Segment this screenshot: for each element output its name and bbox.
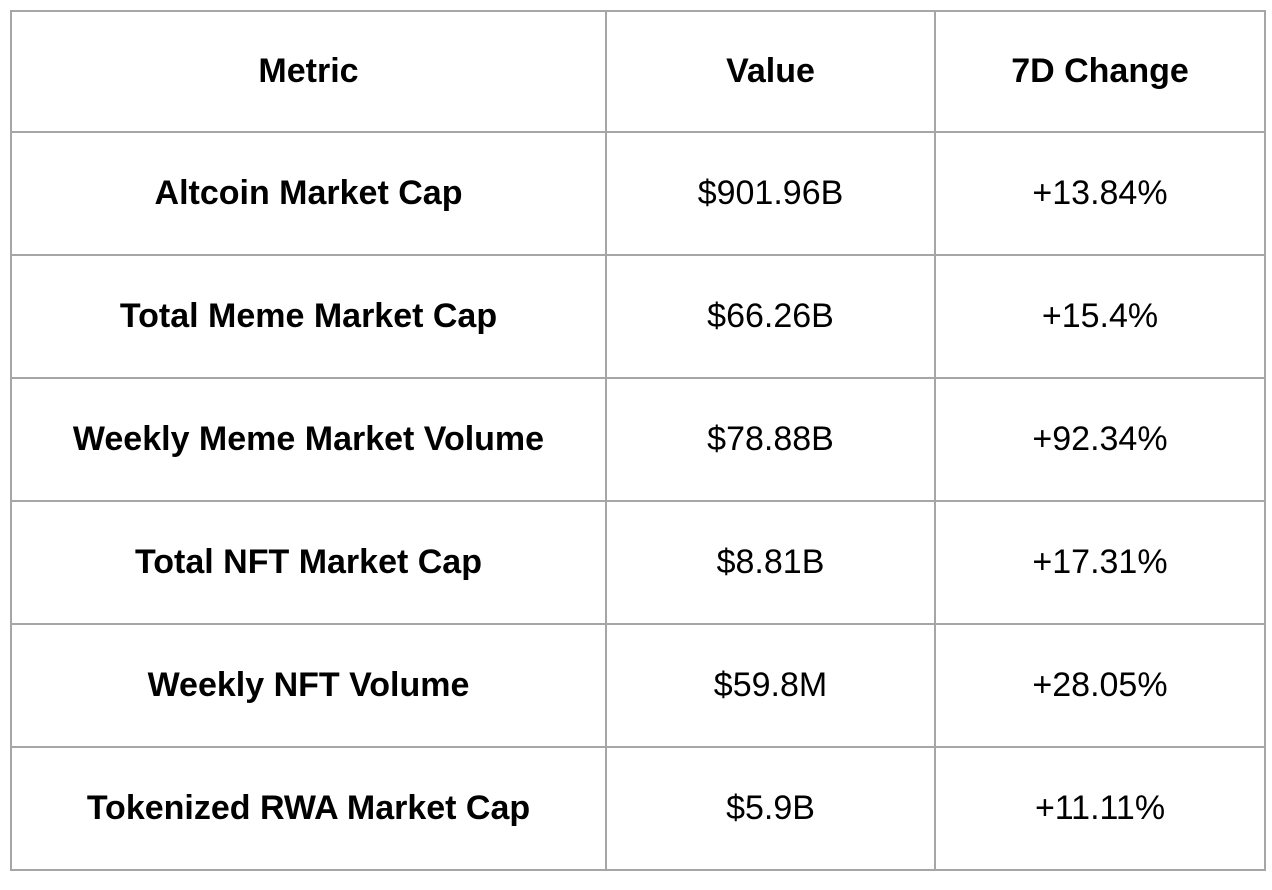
cell-7d-change: +13.84%: [934, 131, 1266, 256]
cell-value: $8.81B: [605, 500, 936, 625]
cell-value: $5.9B: [605, 746, 936, 871]
table-row-weekly-meme-market-volume: Weekly Meme Market Volume $78.88B +92.34…: [10, 377, 1266, 502]
cell-value: $901.96B: [605, 131, 936, 256]
cell-metric: Weekly Meme Market Volume: [10, 377, 607, 502]
crypto-metrics-table: Metric Value 7D Change Altcoin Market Ca…: [10, 10, 1266, 871]
column-header-value: Value: [605, 10, 936, 133]
column-header-metric: Metric: [10, 10, 607, 133]
cell-7d-change: +15.4%: [934, 254, 1266, 379]
table-row-altcoin-market-cap: Altcoin Market Cap $901.96B +13.84%: [10, 131, 1266, 256]
column-header-7d-change: 7D Change: [934, 10, 1266, 133]
table-header-row: Metric Value 7D Change: [10, 10, 1266, 133]
cell-7d-change: +92.34%: [934, 377, 1266, 502]
cell-metric: Tokenized RWA Market Cap: [10, 746, 607, 871]
metrics-table-container: Metric Value 7D Change Altcoin Market Ca…: [10, 10, 1266, 871]
cell-7d-change: +28.05%: [934, 623, 1266, 748]
cell-metric: Total Meme Market Cap: [10, 254, 607, 379]
table-row-total-nft-market-cap: Total NFT Market Cap $8.81B +17.31%: [10, 500, 1266, 625]
table-row-weekly-nft-volume: Weekly NFT Volume $59.8M +28.05%: [10, 623, 1266, 748]
cell-7d-change: +11.11%: [934, 746, 1266, 871]
cell-value: $59.8M: [605, 623, 936, 748]
cell-metric: Total NFT Market Cap: [10, 500, 607, 625]
cell-value: $66.26B: [605, 254, 936, 379]
cell-7d-change: +17.31%: [934, 500, 1266, 625]
table-row-total-meme-market-cap: Total Meme Market Cap $66.26B +15.4%: [10, 254, 1266, 379]
table-row-tokenized-rwa-market-cap: Tokenized RWA Market Cap $5.9B +11.11%: [10, 746, 1266, 871]
cell-metric: Altcoin Market Cap: [10, 131, 607, 256]
cell-metric: Weekly NFT Volume: [10, 623, 607, 748]
cell-value: $78.88B: [605, 377, 936, 502]
